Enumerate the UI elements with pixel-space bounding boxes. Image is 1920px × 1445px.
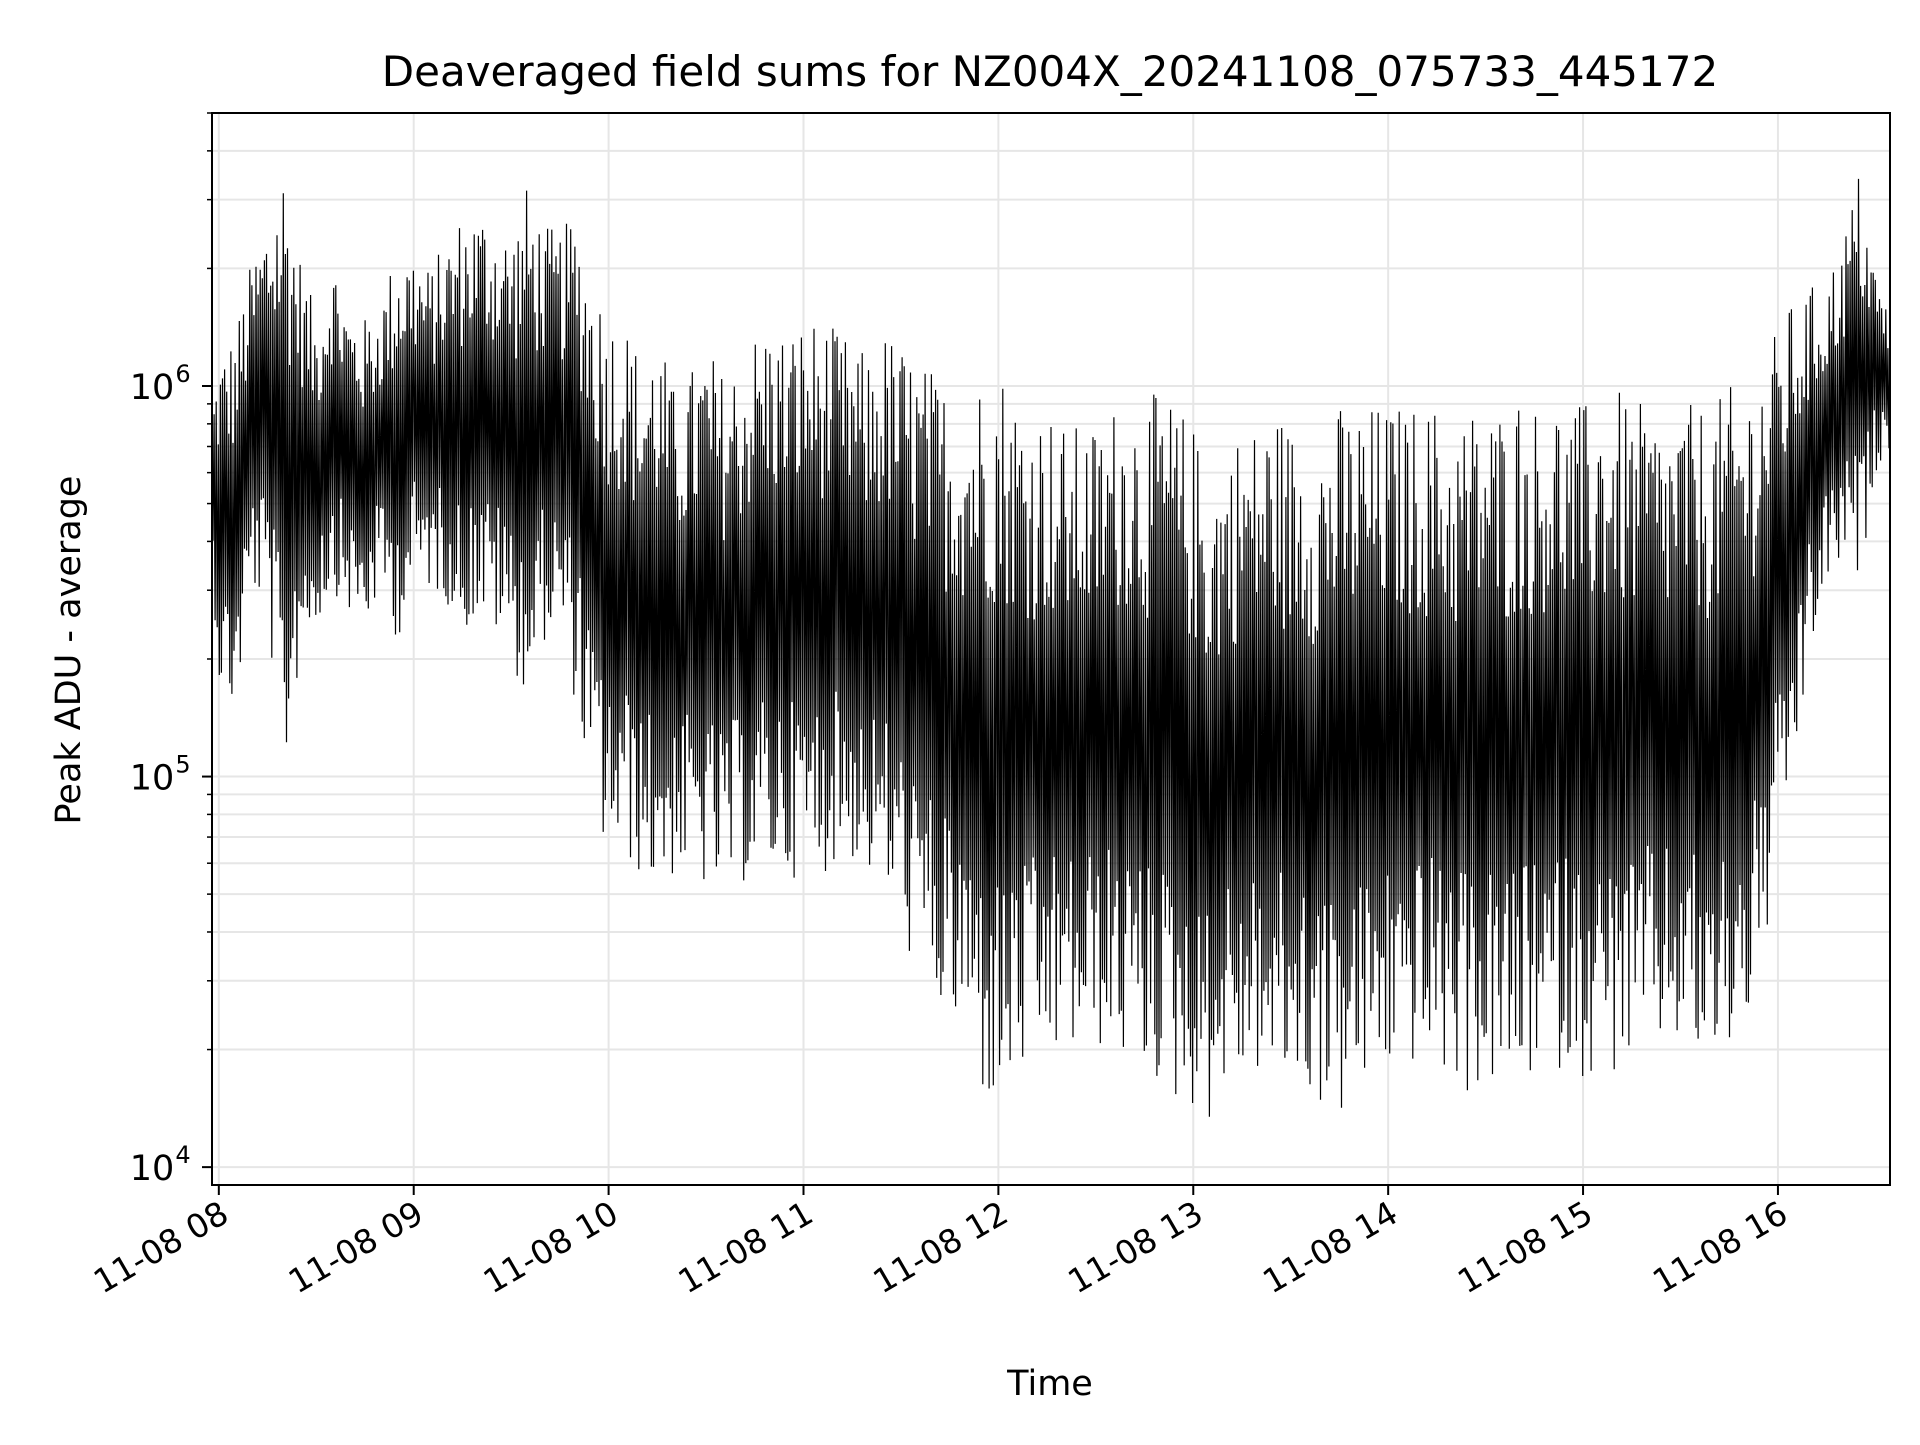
y-tick-exponent: 6 bbox=[175, 360, 190, 388]
y-tick-label: 10 bbox=[130, 1149, 175, 1189]
y-tick-label: 10 bbox=[130, 368, 175, 408]
y-tick-exponent: 4 bbox=[175, 1141, 190, 1169]
y-axis-label: Peak ADU - average bbox=[49, 476, 89, 825]
chart-title: Deaveraged field sums for NZ004X_2024110… bbox=[382, 47, 1718, 96]
y-tick-exponent: 5 bbox=[175, 751, 190, 779]
x-axis-label: Time bbox=[1006, 1364, 1093, 1404]
y-tick-label: 10 bbox=[130, 759, 175, 799]
